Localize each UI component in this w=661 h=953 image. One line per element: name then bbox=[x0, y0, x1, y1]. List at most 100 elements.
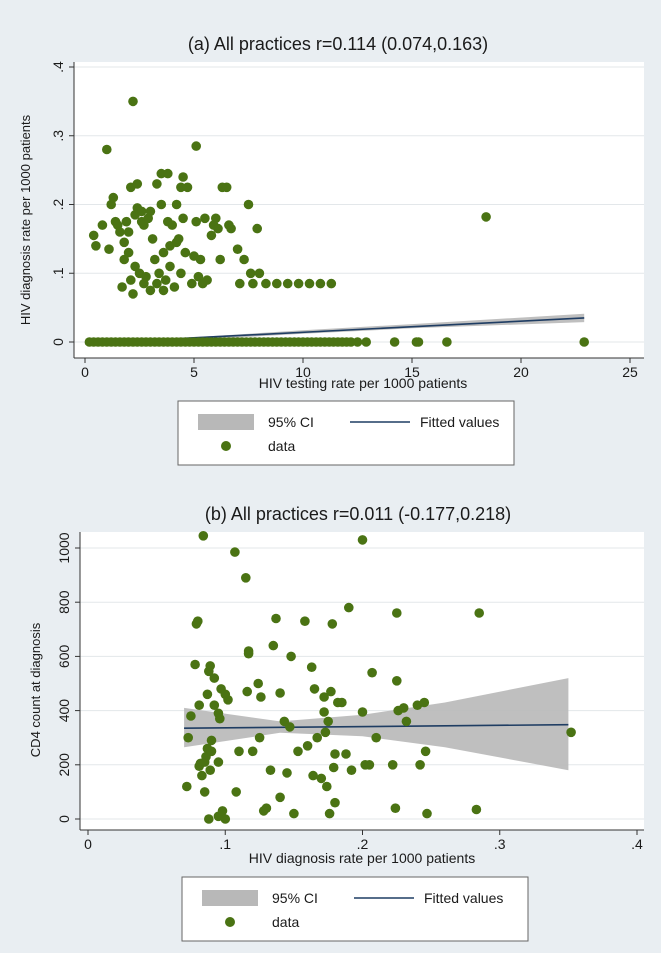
data-point bbox=[193, 271, 204, 282]
data-point bbox=[205, 661, 215, 671]
data-point bbox=[243, 199, 254, 210]
panel-a-data-points bbox=[84, 96, 589, 347]
data-point bbox=[389, 337, 400, 347]
data-point bbox=[194, 700, 204, 710]
y-tick-label: 1000 bbox=[56, 532, 72, 563]
data-point bbox=[213, 757, 224, 767]
data-point bbox=[136, 206, 147, 217]
data-point bbox=[180, 247, 191, 258]
data-point bbox=[117, 282, 127, 292]
panel-a: (a) All practices r=0.114 (0.074,0.163) … bbox=[18, 34, 644, 466]
data-point bbox=[442, 337, 452, 347]
data-point bbox=[167, 220, 177, 230]
data-point bbox=[326, 686, 336, 697]
data-point bbox=[330, 797, 340, 808]
panel-b-fitted-line bbox=[184, 723, 569, 730]
panel-b-title: (b) All practices r=0.011 (-0.177,0.218) bbox=[205, 504, 511, 524]
data-point bbox=[200, 213, 210, 224]
panel-a-plot-area bbox=[74, 62, 644, 358]
data-point bbox=[289, 808, 299, 819]
panel-a-x-axis-label: HIV testing rate per 1000 patients bbox=[259, 375, 468, 391]
data-point bbox=[176, 182, 186, 193]
data-point bbox=[344, 602, 354, 613]
data-point bbox=[286, 651, 296, 662]
data-point bbox=[337, 697, 347, 708]
panel-b-ci-band bbox=[184, 678, 569, 771]
y-tick-label: 800 bbox=[56, 590, 72, 614]
data-point bbox=[223, 695, 233, 705]
data-point bbox=[160, 275, 171, 285]
data-point bbox=[158, 247, 169, 258]
data-point bbox=[176, 268, 186, 279]
data-point bbox=[285, 722, 295, 732]
data-point bbox=[97, 220, 108, 230]
panel-a-y-axis-label: HIV diagnosis rate per 1000 patients bbox=[18, 114, 33, 325]
data-point bbox=[282, 768, 292, 778]
data-point bbox=[265, 765, 276, 775]
x-tick-label: .3 bbox=[494, 836, 506, 852]
data-point bbox=[248, 278, 258, 289]
panel-b-legend-fit-label: Fitted values bbox=[424, 890, 503, 906]
data-point bbox=[579, 337, 589, 347]
data-point bbox=[302, 741, 313, 751]
x-tick-label: .4 bbox=[631, 836, 643, 852]
data-point bbox=[147, 234, 158, 244]
data-point bbox=[121, 216, 132, 227]
data-point bbox=[231, 787, 241, 797]
data-point bbox=[91, 241, 101, 251]
y-tick-label: 200 bbox=[56, 753, 72, 777]
data-point bbox=[300, 616, 310, 626]
data-point bbox=[108, 192, 119, 203]
panel-a-legend-ci-label: 95% CI bbox=[268, 414, 314, 430]
data-point bbox=[357, 535, 368, 545]
data-point bbox=[209, 673, 220, 683]
data-point bbox=[215, 713, 225, 724]
data-point bbox=[352, 337, 363, 347]
data-point bbox=[206, 746, 217, 757]
data-point bbox=[104, 244, 114, 254]
data-point bbox=[422, 808, 432, 819]
data-point bbox=[119, 237, 129, 248]
data-point bbox=[141, 271, 151, 282]
data-point bbox=[398, 703, 409, 713]
data-point bbox=[293, 746, 303, 757]
data-point bbox=[253, 678, 263, 689]
data-point bbox=[261, 803, 272, 813]
data-point bbox=[254, 268, 265, 279]
data-point bbox=[320, 727, 331, 738]
data-point bbox=[165, 261, 175, 272]
data-point bbox=[232, 244, 243, 254]
data-point bbox=[123, 247, 134, 258]
data-point bbox=[256, 692, 266, 702]
panel-b: (b) All practices r=0.011 (-0.177,0.218)… bbox=[28, 504, 644, 942]
data-point bbox=[178, 172, 188, 182]
data-point bbox=[319, 707, 329, 717]
data-point bbox=[102, 144, 112, 155]
panel-b-plot-area bbox=[80, 532, 644, 830]
data-point bbox=[183, 732, 193, 743]
data-point bbox=[322, 781, 332, 792]
y-tick-label: 600 bbox=[56, 645, 72, 669]
data-point bbox=[275, 688, 285, 698]
panel-b-legend-data-swatch bbox=[225, 917, 235, 927]
data-point bbox=[242, 686, 252, 697]
panel-a-legend-fit-label: Fitted values bbox=[420, 414, 499, 430]
data-point bbox=[243, 648, 254, 659]
data-point bbox=[471, 804, 482, 815]
data-point bbox=[152, 179, 162, 189]
x-tick-label: 15 bbox=[404, 364, 420, 380]
data-point bbox=[316, 773, 327, 784]
data-point bbox=[226, 223, 236, 234]
panel-b-legend-data-label: data bbox=[272, 914, 299, 930]
data-point bbox=[150, 254, 160, 265]
data-point bbox=[390, 803, 401, 813]
data-point bbox=[371, 732, 382, 743]
data-point bbox=[415, 760, 425, 770]
y-tick-label: .3 bbox=[50, 130, 66, 142]
data-point bbox=[190, 659, 200, 670]
panel-b-legend-box bbox=[181, 876, 529, 942]
data-point bbox=[173, 234, 184, 244]
panel-b-legend-ci-label: 95% CI bbox=[272, 890, 318, 906]
data-point bbox=[312, 732, 323, 743]
